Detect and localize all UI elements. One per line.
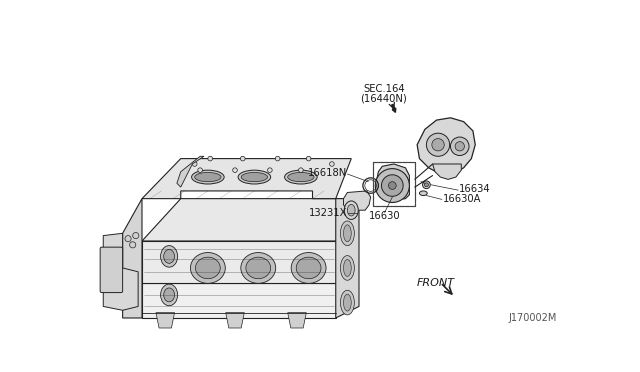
Text: J170002M: J170002M <box>508 313 557 323</box>
Ellipse shape <box>191 170 224 184</box>
Ellipse shape <box>246 257 271 279</box>
Ellipse shape <box>419 191 428 196</box>
Text: 13231X: 13231X <box>309 208 348 218</box>
Polygon shape <box>103 233 138 310</box>
Ellipse shape <box>161 284 178 306</box>
Ellipse shape <box>344 195 366 210</box>
Circle shape <box>455 142 465 151</box>
Circle shape <box>381 175 403 196</box>
Text: SEC.164: SEC.164 <box>363 84 404 94</box>
Circle shape <box>451 137 469 155</box>
Polygon shape <box>288 312 307 328</box>
Ellipse shape <box>164 250 175 263</box>
Ellipse shape <box>340 290 355 315</box>
Polygon shape <box>226 312 244 328</box>
Circle shape <box>193 162 197 166</box>
Ellipse shape <box>288 173 314 182</box>
Polygon shape <box>344 191 371 210</box>
Circle shape <box>426 133 450 156</box>
Circle shape <box>125 235 131 242</box>
Text: 16618N: 16618N <box>308 168 348 178</box>
Ellipse shape <box>340 256 355 280</box>
Ellipse shape <box>238 170 271 184</box>
Ellipse shape <box>195 173 221 182</box>
Polygon shape <box>142 199 359 241</box>
Polygon shape <box>336 199 359 318</box>
Ellipse shape <box>241 253 276 283</box>
Ellipse shape <box>291 253 326 283</box>
Ellipse shape <box>285 170 317 184</box>
Polygon shape <box>142 283 336 318</box>
Ellipse shape <box>348 205 355 216</box>
Text: 16634: 16634 <box>459 185 491 195</box>
Circle shape <box>132 232 139 239</box>
Ellipse shape <box>344 225 351 242</box>
Polygon shape <box>142 241 336 283</box>
Circle shape <box>432 139 444 151</box>
Circle shape <box>208 156 212 161</box>
FancyBboxPatch shape <box>100 247 123 293</box>
Ellipse shape <box>344 294 351 311</box>
Ellipse shape <box>195 257 220 279</box>
Polygon shape <box>156 312 175 328</box>
Ellipse shape <box>340 221 355 246</box>
Ellipse shape <box>241 173 268 182</box>
Ellipse shape <box>164 288 175 302</box>
Circle shape <box>275 156 280 161</box>
Circle shape <box>129 242 136 248</box>
Circle shape <box>268 168 272 173</box>
Circle shape <box>422 181 430 189</box>
Polygon shape <box>142 158 351 199</box>
Ellipse shape <box>344 260 351 276</box>
Circle shape <box>233 168 237 173</box>
Polygon shape <box>417 118 476 174</box>
Text: 16630: 16630 <box>369 211 401 221</box>
Circle shape <box>375 169 410 202</box>
Polygon shape <box>177 156 204 187</box>
Circle shape <box>198 168 202 173</box>
Text: (16440N): (16440N) <box>360 93 407 103</box>
Ellipse shape <box>161 246 178 267</box>
Ellipse shape <box>296 257 321 279</box>
Text: 16630A: 16630A <box>443 195 481 204</box>
Polygon shape <box>433 164 461 179</box>
Circle shape <box>388 182 396 189</box>
Ellipse shape <box>344 201 358 219</box>
FancyArrow shape <box>392 105 396 112</box>
Circle shape <box>330 162 334 166</box>
Ellipse shape <box>191 253 225 283</box>
Circle shape <box>307 156 311 161</box>
Circle shape <box>424 183 428 187</box>
Circle shape <box>241 156 245 161</box>
Circle shape <box>298 168 303 173</box>
Text: FRONT: FRONT <box>417 278 455 288</box>
Polygon shape <box>123 199 142 318</box>
Polygon shape <box>376 164 410 200</box>
